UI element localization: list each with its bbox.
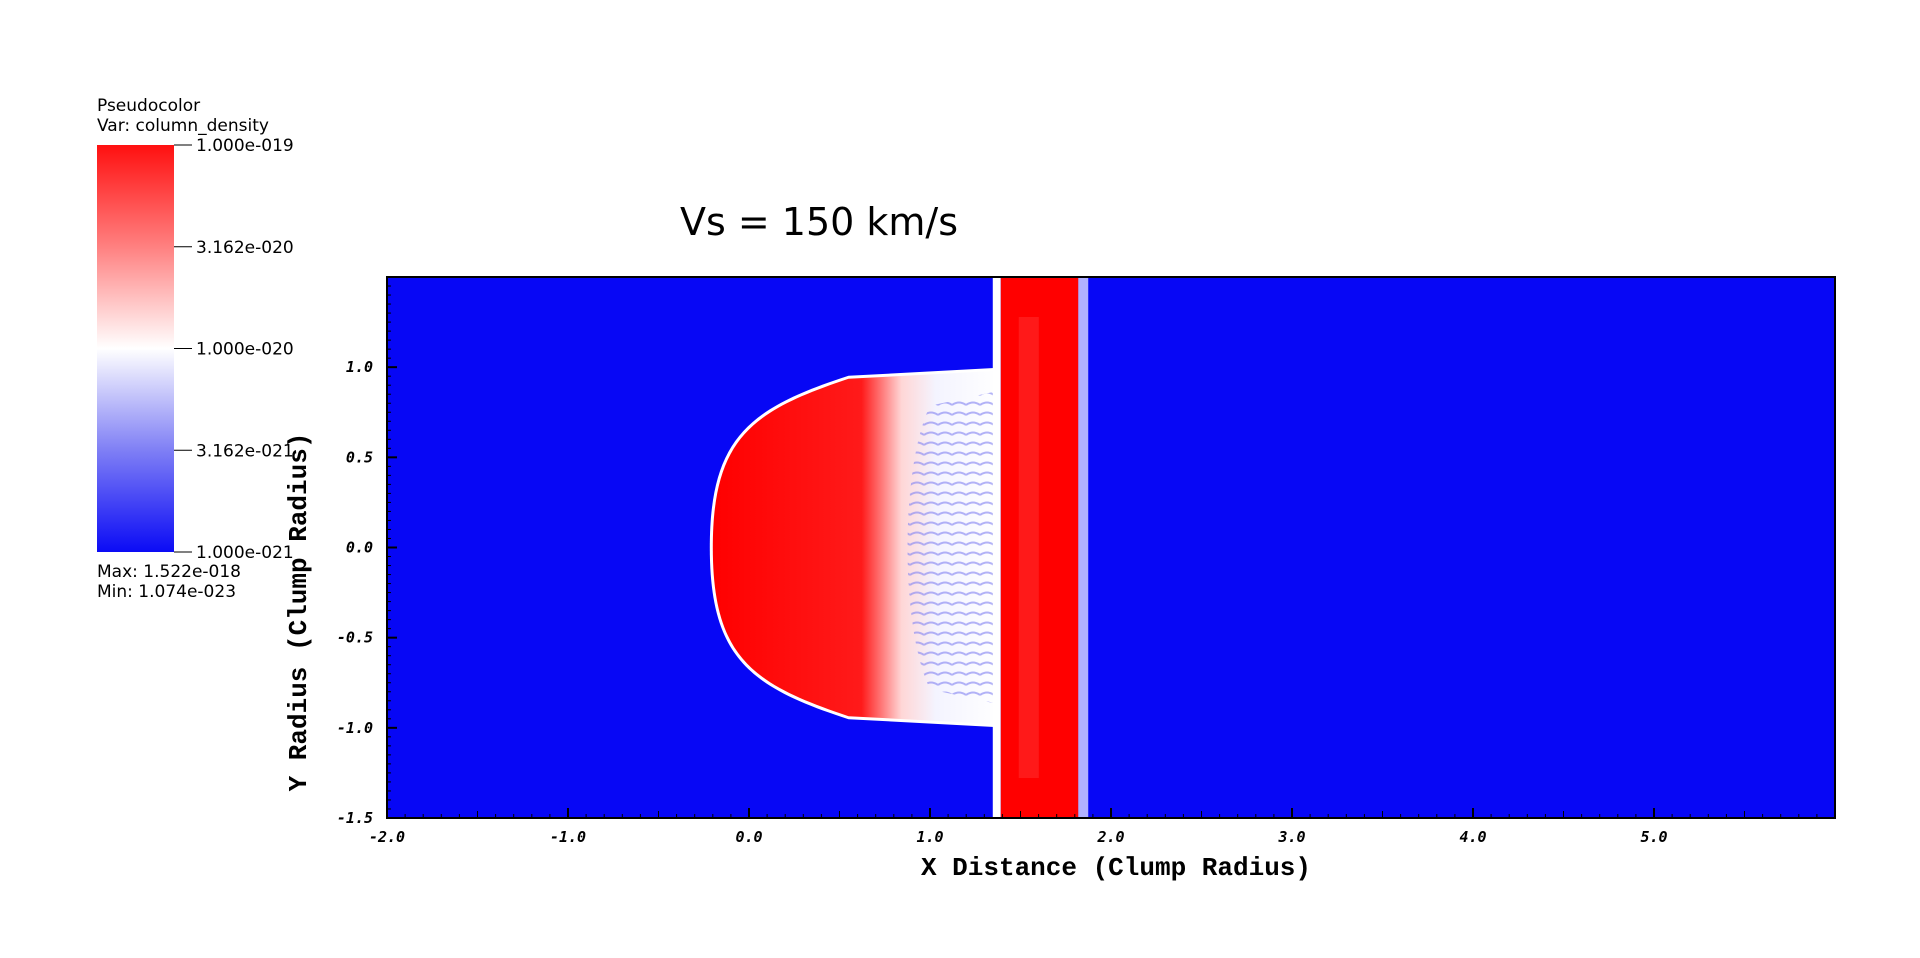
shock-band-right-glow (1078, 277, 1089, 818)
plot-area (387, 277, 1835, 818)
colorbar-tick-label: 3.162e-020 (196, 238, 294, 258)
x-tick-label: 0.0 (735, 828, 762, 846)
y-tick-label: -1.5 (337, 809, 373, 827)
legend-min: Min: 1.074e-023 (97, 582, 236, 602)
x-tick-label: -1.0 (550, 828, 586, 846)
y-tick-label: 1.0 (346, 358, 373, 376)
x-tick-label: 1.0 (916, 828, 943, 846)
y-tick-label: 0.0 (346, 539, 373, 557)
shock-band-left-edge (992, 277, 1001, 818)
legend-plot-type: Pseudocolor (97, 96, 200, 116)
y-tick-label: -1.0 (337, 719, 373, 737)
shock-band-inner (1018, 317, 1039, 778)
colorbar-tick-label: 1.000e-020 (196, 340, 294, 360)
shock-band (1000, 277, 1079, 818)
x-tick-label: 4.0 (1459, 828, 1486, 846)
y-axis-title: Y Radius (Clump Radius) (284, 433, 314, 792)
x-axis-title: X Distance (Clump Radius) (921, 853, 1311, 883)
colorbar-legend: Pseudocolor Var: column_density 1.000e-0… (97, 96, 294, 602)
colorbar-tick-label: 1.000e-019 (196, 136, 294, 156)
field-background (387, 277, 1835, 818)
clump-ripple-texture (907, 390, 999, 705)
plot-title: Vs = 150 km/s (680, 200, 958, 244)
x-axis: -2.0 -1.0 0.0 1.0 2.0 3.0 4.0 5.0 (369, 808, 1836, 846)
x-tick-label: 2.0 (1096, 828, 1124, 846)
legend-max: Max: 1.522e-018 (97, 562, 241, 582)
y-tick-label: 0.5 (346, 448, 373, 466)
x-tick-label: 3.0 (1277, 828, 1305, 846)
colorbar-gradient (97, 145, 174, 552)
y-tick-label: -0.5 (337, 629, 373, 647)
x-tick-label: 5.0 (1640, 828, 1667, 846)
y-axis: -1.5 -1.0 -0.5 0.0 0.5 1.0 (337, 276, 397, 827)
legend-variable: Var: column_density (97, 116, 269, 136)
x-tick-label: -2.0 (369, 828, 405, 846)
colorbar-labels: 1.000e-019 3.162e-020 1.000e-020 3.162e-021… (174, 136, 294, 563)
colorbar-tick-label: 3.162e-021 (196, 441, 294, 461)
colorbar-tick-label: 1.000e-021 (196, 543, 294, 563)
